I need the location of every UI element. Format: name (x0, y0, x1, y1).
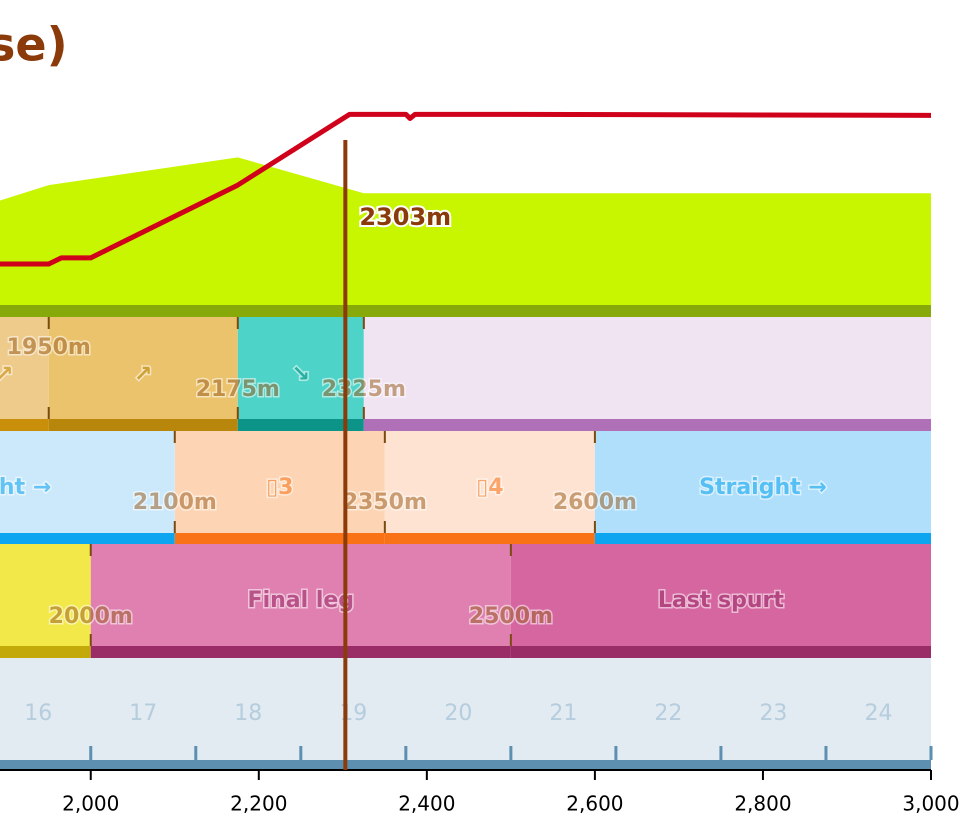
segment (594, 431, 931, 533)
segment (510, 544, 931, 646)
boundary-label: 2325m (322, 377, 406, 402)
segment-edge (0, 419, 49, 431)
segment-edge (237, 419, 364, 431)
segment-name: ↘ (292, 362, 310, 387)
x-tick-label: 2,600 (566, 792, 623, 816)
speed-line (0, 111, 932, 267)
elevation-base (0, 305, 931, 317)
sections-edge (0, 760, 931, 770)
segment-name: ↗ (134, 362, 152, 387)
segment-name: Last spurt (658, 588, 784, 613)
boundary-label: 1950m (7, 335, 91, 360)
position-label: 2303m (359, 203, 451, 231)
segment (174, 431, 385, 533)
segment-name: ↗ (0, 362, 14, 387)
boundary-label: 2350m (343, 490, 427, 515)
elevation-area (0, 157, 931, 305)
x-tick-label: 2,400 (398, 792, 455, 816)
section-label: 16 (24, 701, 52, 726)
boundary-label: 2600m (553, 490, 637, 515)
x-tick-label: 2,800 (734, 792, 791, 816)
segment (0, 317, 49, 419)
boundary-label: 2175m (196, 377, 280, 402)
segment-name: Straight → (0, 475, 51, 500)
boundary-label: 2000m (49, 604, 133, 629)
section-label: 20 (444, 701, 472, 726)
segment-name: ▯3 (266, 475, 293, 500)
sections-row (0, 658, 931, 760)
segment (0, 544, 91, 646)
section-label: 22 (654, 701, 682, 726)
segment-edge (510, 646, 931, 658)
boundary-label: 2100m (133, 490, 217, 515)
segment-edge (594, 533, 931, 545)
segment (384, 431, 595, 533)
segment (237, 317, 364, 419)
segment-edge (48, 419, 238, 431)
boundary-label: 2500m (469, 604, 553, 629)
segment-edge (174, 533, 385, 545)
segment (0, 431, 175, 533)
segment-edge (0, 646, 91, 658)
segment (48, 317, 238, 419)
x-tick-label: 2,200 (230, 792, 287, 816)
section-label: 24 (864, 701, 892, 726)
segment (90, 544, 511, 646)
section-label: 23 (759, 701, 787, 726)
segment-edge (363, 419, 931, 431)
section-label: 18 (234, 701, 262, 726)
page-title: se) (0, 18, 68, 72)
section-label: 17 (129, 701, 157, 726)
x-tick-label: 2,000 (62, 792, 119, 816)
segment-edge (0, 533, 175, 545)
segment-name: ▯4 (476, 475, 503, 500)
segment-edge (90, 646, 511, 658)
x-tick-label: 3,000 (902, 792, 959, 816)
segment-name: Final leg (248, 588, 355, 613)
segment (363, 317, 931, 419)
segment-edge (384, 533, 595, 545)
section-label: 21 (549, 701, 577, 726)
segment-name: Straight → (699, 475, 827, 500)
